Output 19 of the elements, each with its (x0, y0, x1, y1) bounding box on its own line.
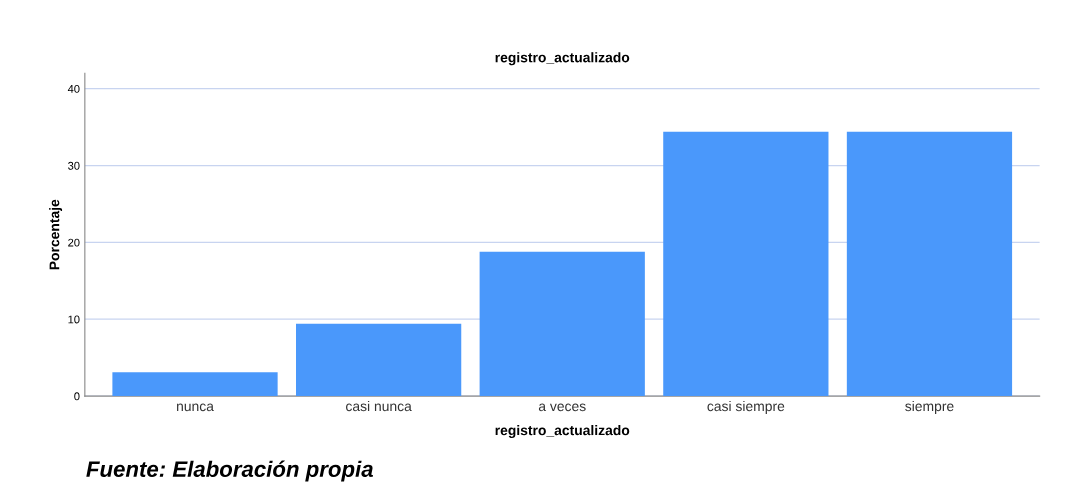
x-tick-label: nunca (177, 403, 214, 412)
bar (663, 131, 829, 397)
y-tick-label: 40 (67, 84, 80, 93)
x-tick-label: casi nunca (346, 400, 412, 412)
bar (846, 131, 1013, 397)
chart-title: registro_actualizado (495, 52, 630, 66)
x-tick-label: siempre (905, 400, 954, 414)
bar (112, 372, 278, 397)
x-tick-label: casi siempre (707, 400, 785, 414)
y-tick-label: 10 (68, 315, 80, 324)
x-axis-title: registro_actualizado (495, 425, 630, 439)
y-axis-title: Porcentaje (49, 199, 63, 270)
y-tick-label: 20 (68, 238, 80, 247)
y-tick-label: 30 (68, 161, 80, 170)
x-tick-label: a veces (538, 403, 586, 412)
bar (296, 323, 462, 397)
y-tick-label: 0 (74, 392, 80, 401)
bar (479, 251, 645, 397)
source-note: Fuente: Elaboración propia (86, 460, 373, 482)
